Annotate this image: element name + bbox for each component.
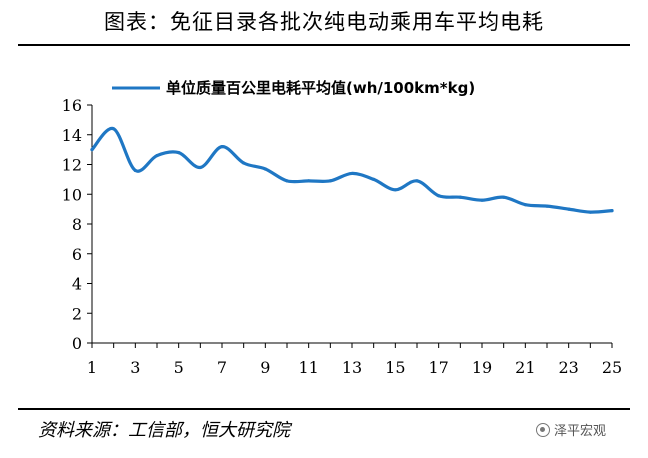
data-point [523,203,527,207]
data-point [90,148,94,152]
x-tick-label: 9 [260,358,270,377]
x-tick-label: 7 [217,358,227,377]
data-point [480,198,484,202]
data-point [393,188,397,192]
x-tick-label: 19 [472,358,492,377]
y-tick-label: 4 [72,275,82,294]
data-point [588,210,592,214]
data-point [610,209,614,213]
data-point [133,168,137,173]
data-point [328,179,332,183]
data-point [350,171,354,176]
y-axis-ticks: 0 2 4 6 8 10 12 14 16 [62,96,92,353]
data-point [502,195,506,199]
y-tick-label: 16 [62,96,82,115]
data-point [263,167,267,171]
x-tick-label: 3 [130,358,140,377]
x-tick-label: 11 [298,358,318,377]
x-tick-label: 17 [428,358,448,377]
data-point [198,165,202,170]
y-tick-label: 12 [62,156,82,175]
brand-watermark: 泽平宏观 [536,420,606,439]
bottom-rule [18,408,630,410]
data-point [567,207,571,211]
y-tick-label: 6 [72,245,82,264]
source-note: 资料来源：工信部，恒大研究院 [38,420,290,441]
y-tick-label: 0 [72,334,82,353]
data-point [177,151,181,155]
y-tick-label: 10 [62,185,82,204]
x-tick-label: 25 [602,358,622,377]
data-point [112,127,116,131]
x-tick-label: 1 [87,358,97,377]
data-point [545,204,549,208]
series-line-0 [90,126,614,214]
data-point [155,153,159,158]
page-title: 图表：免征目录各批次纯电动乘用车平均电耗 [104,10,544,34]
y-tick-label: 14 [62,126,82,145]
data-point [437,194,441,198]
x-tick-label: 23 [558,358,578,377]
data-point [415,179,419,183]
y-tick-label: 2 [72,304,82,323]
axes [91,105,612,344]
x-tick-label: 5 [174,358,184,377]
data-point [372,177,376,181]
brand-label: 泽平宏观 [554,424,607,439]
top-rule [18,44,630,46]
x-axis-ticks: 1 3 5 7 9 11 13 15 17 19 21 23 25 [87,343,622,377]
x-tick-label: 15 [385,358,405,377]
legend: 单位质量百公里电耗平均值(wh/100km*kg) [112,79,475,97]
data-point [285,179,289,183]
x-tick-label: 13 [342,358,362,377]
series-group [90,126,614,214]
data-point [242,161,246,165]
data-point [220,145,224,149]
data-point [458,195,462,199]
wechat-icon [536,422,550,437]
x-tick-label: 21 [515,358,535,377]
y-tick-label: 8 [72,215,82,234]
legend-label: 单位质量百公里电耗平均值(wh/100km*kg) [166,79,475,97]
data-point [307,179,311,183]
